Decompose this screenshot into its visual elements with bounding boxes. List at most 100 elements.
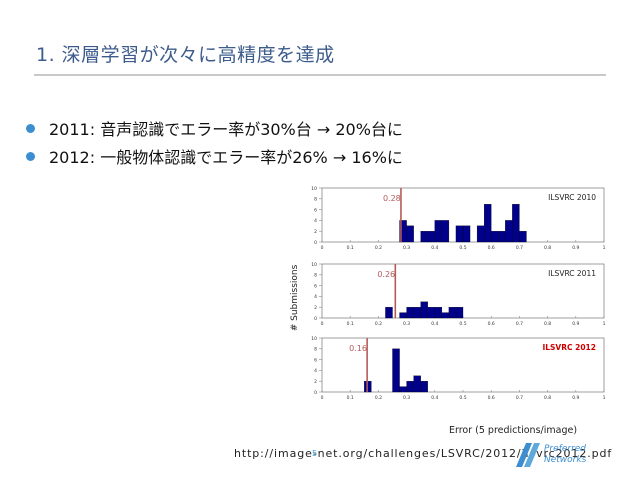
bullet-dot-icon: [26, 151, 35, 161]
x-tick-label: 0: [321, 321, 324, 327]
histogram-bar: [399, 386, 407, 393]
x-tick-label: 0.6: [488, 245, 495, 251]
y-tick-label: 6: [314, 357, 317, 363]
x-tick-label: 0.7: [516, 321, 523, 327]
histogram-bar: [413, 375, 421, 393]
x-tick-label: 0.9: [572, 321, 579, 327]
y-tick-label: 10: [311, 186, 317, 192]
x-tick-label: 0.4: [431, 395, 438, 401]
panel-title: ILSVRC 2012: [542, 343, 596, 352]
x-tick-label: 1: [603, 395, 606, 401]
x-tick-label: 0.9: [572, 395, 579, 401]
logo-text: Preferred Networks: [544, 444, 587, 465]
histogram-bar: [441, 312, 450, 319]
histogram-bar: [406, 307, 414, 319]
title-divider: [34, 74, 606, 76]
y-tick-label: 2: [314, 379, 317, 385]
histogram-bar: [505, 220, 513, 243]
x-tick-label: 0.5: [459, 321, 466, 327]
y-tick-label: 2: [314, 229, 317, 235]
x-tick-label: 0.1: [347, 245, 354, 251]
histogram-bar: [455, 307, 464, 319]
y-tick-label: 0: [314, 316, 317, 322]
y-tick-label: 6: [314, 207, 317, 213]
histogram-bar: [420, 231, 428, 243]
x-tick-label: 0.8: [544, 245, 551, 251]
x-tick-label: 0.7: [516, 395, 523, 401]
bullet-item: 2011: 音声認識でエラー率が30%台 → 20%台に: [26, 114, 403, 142]
y-axis-label: # Submissions: [290, 264, 300, 331]
histogram-bar: [519, 231, 527, 243]
x-tick-label: 0: [321, 245, 324, 251]
page-number: 5: [312, 449, 318, 458]
x-tick-label: 0.8: [544, 395, 551, 401]
panel-title: ILSVRC 2011: [548, 269, 596, 278]
histogram-bar: [512, 204, 520, 243]
x-tick-label: 0.3: [403, 321, 410, 327]
histogram-bar: [434, 307, 443, 319]
histogram-bar: [441, 220, 450, 243]
bullet-item: 2012: 一般物体認識でエラー率が26% → 16%に: [26, 142, 403, 170]
x-axis-label: Error (5 predictions/image): [449, 425, 577, 436]
x-tick-label: 0.5: [459, 395, 466, 401]
y-tick-label: 4: [314, 368, 317, 374]
y-tick-label: 8: [314, 197, 317, 203]
histogram-bar: [498, 231, 506, 243]
x-tick-label: 0.5: [459, 245, 466, 251]
bullet-text: 2011: 音声認識でエラー率が30%台 → 20%台に: [49, 120, 403, 139]
bullet-list: 2011: 音声認識でエラー率が30%台 → 20%台に 2012: 一般物体認…: [26, 114, 403, 170]
best-error-label: 0.26: [377, 270, 395, 279]
x-tick-label: 0.7: [516, 245, 523, 251]
y-tick-label: 0: [314, 240, 317, 246]
histogram-bar: [455, 225, 464, 243]
x-tick-label: 0.3: [403, 245, 410, 251]
y-tick-label: 6: [314, 283, 317, 289]
y-tick-label: 4: [314, 294, 317, 300]
histogram-bar: [476, 225, 485, 243]
y-tick-label: 8: [314, 273, 317, 279]
histogram-bar: [427, 307, 435, 319]
x-tick-label: 0.2: [375, 321, 382, 327]
y-tick-label: 2: [314, 305, 317, 311]
error-histogram-figure: 0 2 4 6 8 10 0 0.1 0.2 0.3 0.4 0.5 0.6 0.7 0.8 0.9 1 0.28…: [280, 180, 630, 440]
histogram-bar: [491, 231, 499, 243]
x-tick-label: 0.4: [431, 245, 438, 251]
y-tick-label: 0: [314, 390, 317, 396]
x-tick-label: 0.6: [488, 321, 495, 327]
histogram-bar: [483, 204, 492, 243]
x-tick-label: 1: [603, 245, 606, 251]
histogram-bar: [385, 307, 393, 319]
histogram-bar: [448, 307, 457, 319]
logo-text-line: Preferred: [544, 444, 586, 454]
source-url: http://image-net.org/challenges/LSVRC/20…: [234, 447, 613, 460]
y-tick-label: 8: [314, 347, 317, 353]
x-tick-label: 0.1: [347, 395, 354, 401]
x-tick-label: 0.6: [488, 395, 495, 401]
histogram-bar: [462, 225, 471, 243]
histogram-bar: [434, 220, 443, 243]
x-tick-label: 0.8: [544, 321, 551, 327]
bullet-dot-icon: [26, 123, 35, 133]
x-tick-label: 0.9: [572, 245, 579, 251]
histogram-bar: [392, 348, 400, 393]
histogram-bar: [406, 225, 414, 243]
logo-text-line: Networks: [544, 455, 587, 465]
x-tick-label: 0.1: [347, 321, 354, 327]
x-tick-label: 0.3: [403, 395, 410, 401]
y-tick-label: 10: [311, 262, 317, 268]
bullet-text: 2012: 一般物体認識でエラー率が26% → 16%に: [49, 148, 403, 167]
x-tick-label: 0.2: [375, 245, 382, 251]
company-logo: Preferred Networks: [516, 443, 587, 467]
slide-title: 1. 深層学習が次々に高精度を達成: [36, 44, 335, 66]
x-tick-label: 0.4: [431, 321, 438, 327]
best-error-label: 0.28: [383, 194, 401, 203]
x-tick-label: 0.2: [375, 395, 382, 401]
histogram-bar: [406, 381, 414, 393]
x-tick-label: 1: [603, 321, 606, 327]
histogram-bar: [399, 312, 407, 319]
histogram-bar: [413, 307, 421, 319]
panel-title: ILSVRC 2010: [548, 193, 596, 202]
best-error-label: 0.16: [349, 344, 367, 353]
histogram-bar: [420, 381, 428, 393]
